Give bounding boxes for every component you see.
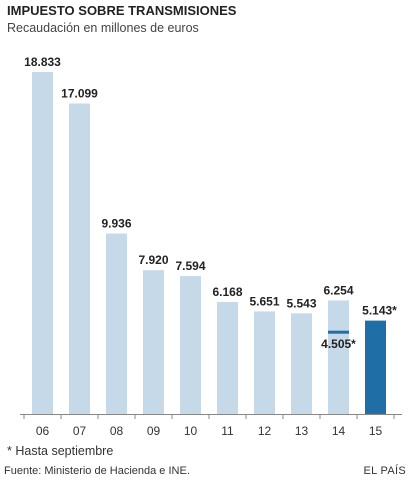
bar-value-label: 17.099 xyxy=(61,86,98,100)
x-tick-label: 12 xyxy=(258,424,272,438)
bar-09 xyxy=(143,270,164,414)
x-tick-label: 13 xyxy=(295,424,309,438)
bar-10 xyxy=(180,276,201,414)
brand-logo-text: EL PAÍS xyxy=(363,465,406,477)
bar-08 xyxy=(106,233,127,414)
bar-11 xyxy=(217,301,238,414)
x-tick-label: 11 xyxy=(221,424,234,438)
bar-12 xyxy=(254,311,275,414)
bar-07 xyxy=(69,103,90,414)
bar-value-label: 6.254 xyxy=(323,283,353,297)
x-tick-label: 06 xyxy=(36,424,50,438)
bar-value-label: 7.594 xyxy=(175,259,205,273)
chart-subtitle: Recaudación en millones de euros xyxy=(7,21,199,35)
bar-15 xyxy=(365,320,386,414)
bar-value-label: 7.920 xyxy=(138,253,168,267)
source-note: Fuente: Ministerio de Hacienda e INE. xyxy=(4,465,190,477)
bar-value-label: 5.543 xyxy=(286,296,316,310)
x-tick-label: 15 xyxy=(369,424,383,438)
chart-title: IMPUESTO SOBRE TRANSMISIONES xyxy=(7,3,237,18)
bar-14 xyxy=(328,300,349,414)
bar-value-label: 6.168 xyxy=(212,285,242,299)
bar-value-label: 5.143* xyxy=(362,304,397,318)
x-tick-label: 10 xyxy=(184,424,198,438)
bar-13 xyxy=(291,313,312,414)
x-tick-label: 07 xyxy=(73,424,87,438)
bar-value-label: 9.936 xyxy=(101,217,131,231)
x-tick-label: 14 xyxy=(332,424,346,438)
marker-line xyxy=(328,330,349,334)
x-tick-label: 08 xyxy=(110,424,124,438)
x-tick-label: 09 xyxy=(147,424,161,438)
bar-value-label: 18.833 xyxy=(24,55,61,69)
bar-06 xyxy=(32,72,53,414)
bar-value-label: 5.651 xyxy=(249,294,279,308)
bar-chart: 18.833 06 17.099 07 9.936 08 7.920 09 7.594 10 6.1… xyxy=(20,55,402,438)
marker-value-label: 4.505* xyxy=(321,337,356,351)
footnote: * Hasta septiembre xyxy=(7,444,114,458)
